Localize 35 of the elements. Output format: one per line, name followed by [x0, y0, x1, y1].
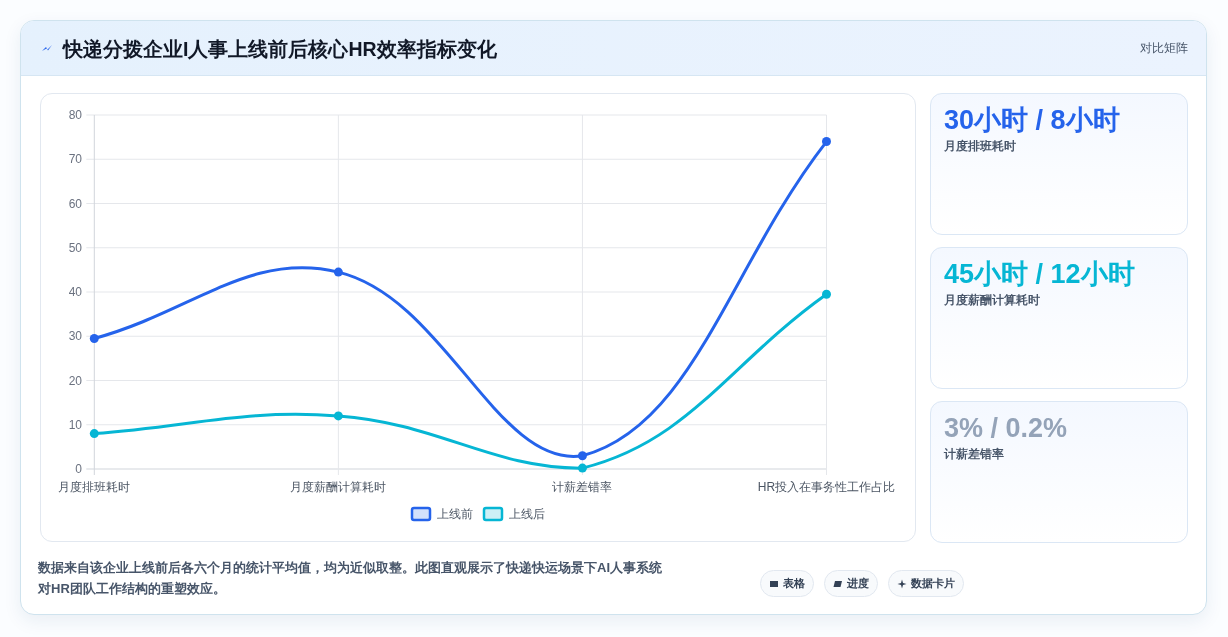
text: 月度排班耗时 — [944, 138, 1016, 154]
y-tick-label: 80 — [68, 108, 83, 122]
button: 表格 — [760, 570, 814, 597]
y-tick-label: 60 — [68, 196, 83, 211]
point — [89, 429, 99, 439]
y-tick-label: 20 — [68, 373, 83, 388]
x-tick-label: 月度薪酬计算耗时 — [290, 480, 387, 494]
text: 数据来自该企业上线前后各六个月的统计平均值，均为近似取整。此图直观展示了快递快运场景下AI人事系统对HR团队工作结构的重塑效应。 — [38, 559, 663, 598]
text: 计薪差错率 — [944, 446, 1004, 462]
legend-label: 上线后 — [509, 507, 545, 521]
x-tick-label: 计薪差错率 — [552, 480, 613, 494]
text: 3% / 0.2% — [944, 412, 1068, 445]
y-tick-label: 10 — [68, 417, 83, 432]
y-tick-label: 40 — [68, 285, 83, 299]
text: 对比矩阵 — [1140, 40, 1188, 56]
y-tick-label: 70 — [68, 152, 83, 167]
point — [333, 267, 343, 277]
point — [577, 463, 587, 473]
text: 月度薪酬计算耗时 — [944, 292, 1040, 308]
y-tick-label: 0 — [75, 462, 83, 476]
x-tick-label: 月度排班耗时 — [58, 480, 131, 494]
point — [822, 137, 831, 147]
y-tick-label: 50 — [68, 240, 83, 255]
text: 45小时 / 12小时 — [944, 258, 1135, 291]
y-tick-label: 30 — [68, 329, 83, 344]
text: 30小时 / 8小时 — [944, 104, 1120, 137]
button: 进度 — [824, 570, 878, 597]
legend-label: 上线前 — [437, 507, 473, 521]
point — [822, 289, 831, 299]
point — [333, 411, 343, 421]
x-tick-label: HR投入在事务性工作占比 — [757, 480, 896, 494]
chart-title: 快递分拨企业I人事上线前后核心HR效率指标变化 — [63, 37, 497, 62]
point — [577, 451, 587, 461]
point — [89, 333, 99, 343]
button: 数据卡片 — [888, 570, 964, 597]
